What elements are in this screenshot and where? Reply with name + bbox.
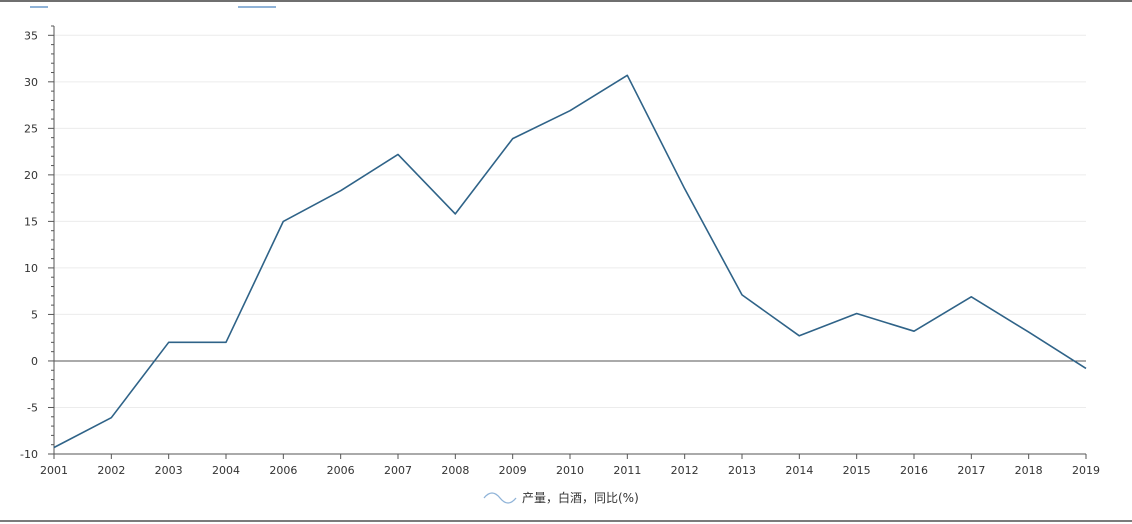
y-tick-label: 10 [24, 262, 38, 275]
y-tick-label: 0 [31, 355, 38, 368]
x-tick-label: 2012 [671, 464, 699, 477]
x-tick-label: 2009 [499, 464, 527, 477]
legend-symbol [484, 493, 516, 503]
y-tick-label: -5 [27, 401, 38, 414]
x-tick-label: 2007 [384, 464, 412, 477]
y-tick-label: 5 [31, 308, 38, 321]
x-tick-label: 2003 [155, 464, 183, 477]
x-tick-label: 2018 [1015, 464, 1043, 477]
x-tick-label: 2013 [728, 464, 756, 477]
x-tick-label: 2006 [327, 464, 355, 477]
y-tick-label: 30 [24, 76, 38, 89]
x-tick-label: 2019 [1072, 464, 1100, 477]
x-tick-label: 2002 [97, 464, 125, 477]
x-tick-label: 2014 [785, 464, 813, 477]
x-tick-label: 2001 [40, 464, 68, 477]
x-tick-label: 2004 [212, 464, 240, 477]
y-tick-label: -10 [20, 448, 38, 461]
x-tick-label: 2008 [441, 464, 469, 477]
x-tick-label: 2015 [843, 464, 871, 477]
x-tick-label: 2011 [613, 464, 641, 477]
x-tick-label: 2006 [269, 464, 297, 477]
y-tick-label: 25 [24, 122, 38, 135]
legend-label: 产量，白酒，同比(%) [522, 490, 639, 505]
x-tick-label: 2016 [900, 464, 928, 477]
y-tick-label: 20 [24, 169, 38, 182]
y-tick-label: 15 [24, 215, 38, 228]
x-tick-label: 2017 [957, 464, 985, 477]
y-tick-label: 35 [24, 29, 38, 42]
series-line-0 [54, 75, 1086, 447]
x-tick-label: 2010 [556, 464, 584, 477]
